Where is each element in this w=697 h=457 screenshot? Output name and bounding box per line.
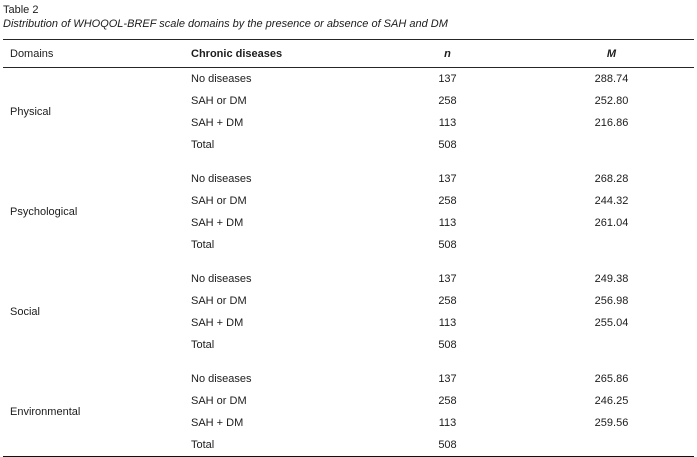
table-row: Social No diseases 137 249.38 — [3, 268, 694, 318]
m-value-cell — [511, 134, 694, 156]
n-value-cell: 137 — [438, 173, 457, 185]
m-value-cell: 259.56 — [594, 417, 629, 429]
m-value-cell — [511, 334, 694, 356]
table-row: Total 508 — [3, 234, 694, 256]
n-value-cell: 258 — [438, 195, 457, 207]
header-row: Domains Chronic diseases n M — [3, 40, 694, 68]
m-value-cell — [511, 234, 694, 256]
m-value-cell: 256.98 — [594, 295, 629, 307]
m-value-cell: 249.38 — [594, 273, 629, 285]
chronic-disease-cell: Total — [191, 139, 215, 151]
chronic-disease-cell: SAH + DM — [191, 217, 244, 229]
n-value-cell: 113 — [438, 217, 457, 229]
chronic-disease-cell: Total — [191, 339, 215, 351]
chronic-disease-cell: SAH or DM — [191, 295, 247, 307]
table-label: Table 2 — [3, 4, 39, 16]
n-value-cell: 137 — [438, 273, 457, 285]
chronic-disease-cell: SAH or DM — [191, 195, 247, 207]
chronic-disease-cell: Total — [191, 239, 215, 251]
chronic-disease-cell: SAH or DM — [191, 395, 247, 407]
m-value-cell: 261.04 — [594, 217, 629, 229]
domain-label: Social — [10, 306, 40, 318]
chronic-disease-cell: SAH + DM — [191, 317, 244, 329]
table-row: Psychological No diseases 137 268.28 — [3, 168, 694, 218]
domain-label: Psychological — [10, 206, 78, 218]
section-spacer-cell — [3, 156, 694, 168]
table-row: SAH or DM 258 256.98 — [3, 290, 694, 312]
section-spacer-cell — [3, 256, 694, 268]
chronic-disease-cell: No diseases — [191, 73, 252, 85]
n-value-cell: 508 — [438, 339, 457, 351]
table-row: Total 508 — [3, 334, 694, 356]
m-value-cell: 216.86 — [594, 117, 629, 129]
table-row: SAH + DM 113 216.86 — [3, 112, 694, 134]
section-spacer — [3, 356, 694, 368]
column-header-m: M — [606, 47, 617, 60]
table-row: Physical No diseases 137 288.74 — [3, 68, 694, 118]
chronic-disease-cell: SAH + DM — [191, 117, 244, 129]
m-value-cell: 265.86 — [594, 373, 629, 385]
column-header-domains: Domains — [10, 47, 54, 60]
section-spacer — [3, 156, 694, 168]
data-table: Domains Chronic diseases n M Physical No … — [3, 39, 694, 457]
domain-label: Environmental — [10, 406, 81, 418]
table-row: SAH or DM 258 252.80 — [3, 90, 694, 112]
n-value-cell: 113 — [438, 117, 457, 129]
column-header-chronic-diseases: Chronic diseases — [191, 47, 283, 60]
n-value-cell: 258 — [438, 395, 457, 407]
m-value-cell — [511, 434, 694, 457]
m-value-cell: 255.04 — [594, 317, 629, 329]
m-value-cell: 246.25 — [594, 395, 629, 407]
table-row: SAH or DM 258 246.25 — [3, 390, 694, 412]
table-row: SAH + DM 113 261.04 — [3, 212, 694, 234]
n-value-cell: 258 — [438, 95, 457, 107]
n-value-cell: 258 — [438, 295, 457, 307]
m-value-cell: 268.28 — [594, 173, 629, 185]
column-header-n: n — [444, 47, 451, 60]
table-row: SAH + DM 113 259.56 — [3, 412, 694, 434]
n-value-cell: 508 — [438, 239, 457, 251]
n-value-cell: 137 — [438, 373, 457, 385]
table-row: Environmental No diseases 137 265.86 — [3, 368, 694, 418]
m-value-cell: 288.74 — [594, 73, 629, 85]
table-header: Domains Chronic diseases n M — [3, 40, 694, 68]
n-value-cell: 508 — [438, 139, 457, 151]
table-row: SAH + DM 113 255.04 — [3, 312, 694, 334]
section-spacer — [3, 256, 694, 268]
chronic-disease-cell: Total — [191, 439, 215, 451]
m-value-cell: 252.80 — [594, 95, 629, 107]
chronic-disease-cell: SAH or DM — [191, 95, 247, 107]
chronic-disease-cell: No diseases — [191, 373, 252, 385]
chronic-disease-cell: SAH + DM — [191, 417, 244, 429]
table-caption: Distribution of WHOQOL-BREF scale domain… — [3, 18, 448, 30]
chronic-disease-cell: No diseases — [191, 273, 252, 285]
table-row: Total 508 — [3, 134, 694, 156]
table-body: Physical No diseases 137 288.74 SAH or DM 258… — [3, 68, 694, 457]
n-value-cell: 508 — [438, 439, 457, 451]
n-value-cell: 113 — [438, 317, 457, 329]
n-value-cell: 137 — [438, 73, 457, 85]
chronic-disease-cell: No diseases — [191, 173, 252, 185]
section-spacer-cell — [3, 356, 694, 368]
table-row: Total 508 — [3, 434, 694, 457]
domain-label: Physical — [10, 106, 51, 118]
table-row: SAH or DM 258 244.32 — [3, 190, 694, 212]
n-value-cell: 113 — [438, 417, 457, 429]
m-value-cell: 244.32 — [594, 195, 629, 207]
